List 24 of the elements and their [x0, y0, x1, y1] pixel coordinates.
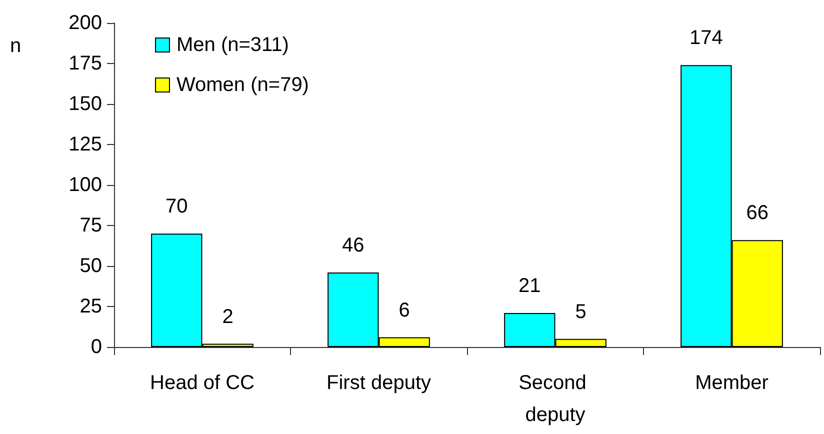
data-label: 5 [575, 300, 586, 323]
data-label: 2 [222, 306, 234, 328]
x-tick-label: Second deputy [518, 372, 592, 426]
legend-label: Men (n=311) [176, 34, 289, 56]
x-tick-label: Member [695, 372, 769, 394]
y-tick-label: 50 [80, 255, 102, 277]
data-label: 66 [746, 202, 768, 224]
data-label: 174 [689, 27, 723, 50]
y-tick-label: 175 [68, 52, 102, 74]
y-tick-label: 100 [68, 174, 102, 196]
x-tick-label: Head of CC [150, 372, 254, 394]
data-label: 46 [342, 234, 364, 256]
y-tick-label: 200 [68, 12, 102, 34]
data-label: 21 [518, 274, 541, 297]
y-tick-label: 150 [68, 93, 102, 115]
y-axis-title: n [10, 35, 22, 57]
y-tick-label: 75 [80, 214, 102, 236]
x-tick-label: First deputy [326, 372, 431, 394]
y-tick-label: 25 [80, 296, 102, 318]
legend-label: Women (n=79) [176, 74, 309, 96]
y-tick-label: 125 [68, 134, 102, 156]
y-tick-label: 0 [90, 336, 102, 358]
data-label: 6 [398, 299, 410, 322]
data-label: 70 [166, 196, 188, 218]
